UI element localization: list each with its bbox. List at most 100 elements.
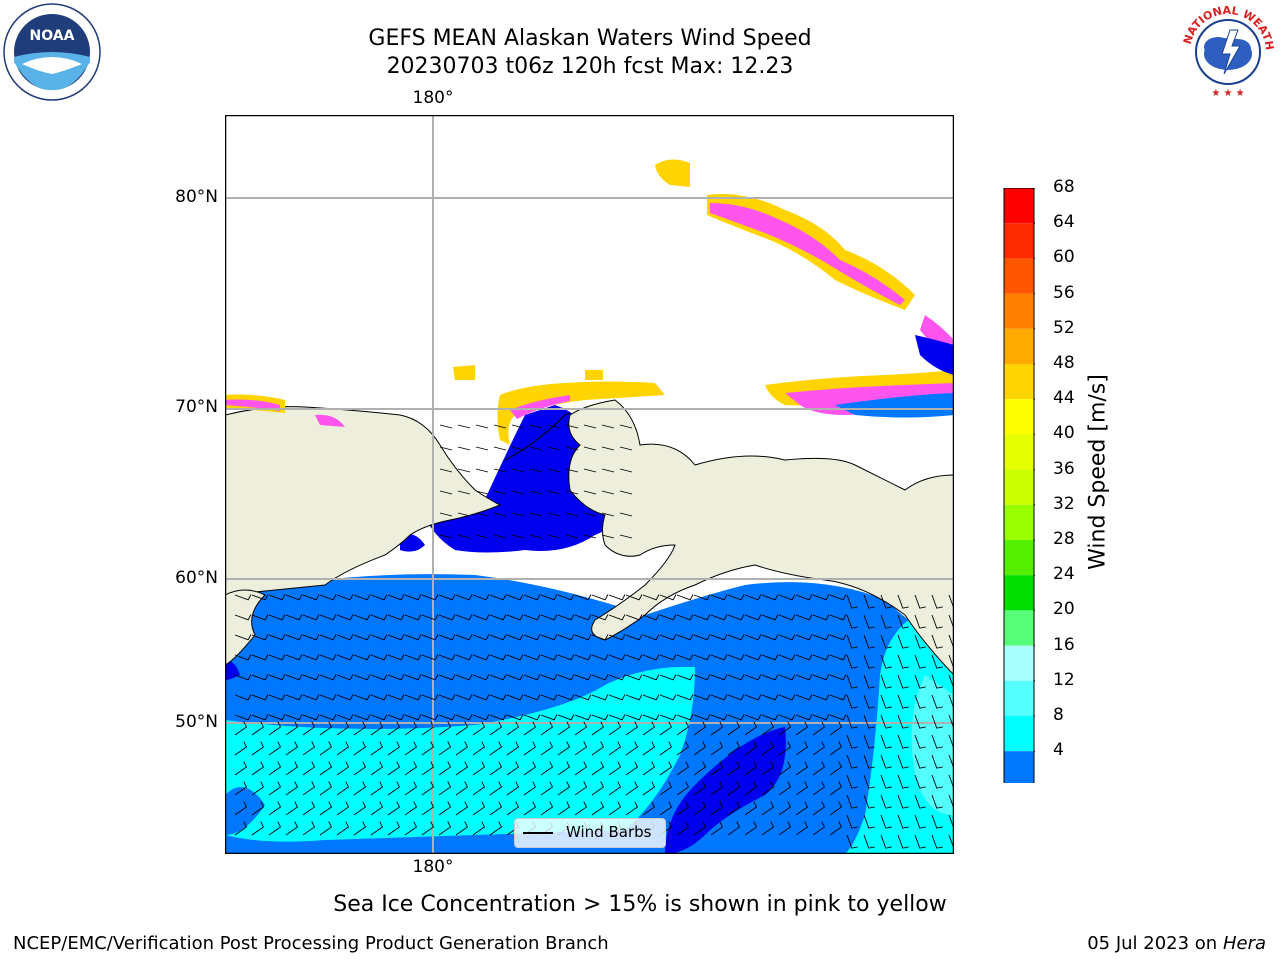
colorbar-segment <box>1004 645 1034 681</box>
wind-barb <box>336 761 350 776</box>
wind-barb <box>897 774 909 789</box>
wind-barb <box>472 654 490 661</box>
wind-barb <box>493 512 507 517</box>
wind-barb <box>659 721 673 736</box>
colorbar <box>1003 187 1039 816</box>
wind-barb <box>370 721 384 736</box>
wind-barb <box>642 714 660 721</box>
sea-ice-note: Sea Ice Concentration > 15% is shown in … <box>333 892 947 917</box>
wind-barb <box>846 674 858 689</box>
wind-barb <box>608 781 622 796</box>
wind-barb <box>710 594 728 601</box>
wind-barb <box>829 714 847 721</box>
wind-barb <box>523 654 541 661</box>
wind-barb <box>710 801 724 816</box>
wind-barb <box>676 714 694 721</box>
wind-barb <box>268 801 282 816</box>
wind-barb <box>234 634 252 641</box>
wind-barb <box>931 674 943 689</box>
lat-label-60: 60°N <box>175 568 218 588</box>
wind-barb <box>302 821 316 836</box>
lon-label-top: 180° <box>412 88 454 108</box>
wind-barb <box>693 821 707 836</box>
wind-barb <box>642 721 656 736</box>
wind-barb <box>268 694 286 701</box>
wind-barb <box>829 654 847 661</box>
wind-barb <box>829 594 847 601</box>
wind-barb <box>285 654 303 661</box>
wind-barb <box>727 721 741 736</box>
wind-barb <box>744 654 762 661</box>
wind-barb <box>744 801 758 816</box>
wind-barb <box>387 654 405 661</box>
wind-barb <box>812 714 830 721</box>
wind-barb <box>880 814 892 829</box>
wind-barb <box>795 694 813 701</box>
wind-barb <box>251 721 265 736</box>
wind-barb <box>557 741 571 756</box>
wind-barb <box>370 801 384 816</box>
wind-barb <box>455 654 473 661</box>
wind-barb <box>438 694 456 701</box>
wind-barb <box>863 794 875 809</box>
colorbar-tick-label: 64 <box>1053 212 1075 233</box>
svg-text:NOAA: NOAA <box>30 28 75 44</box>
wind-barb <box>625 801 639 816</box>
wind-barb <box>251 761 265 776</box>
wind-barb <box>370 614 388 621</box>
wind-barb <box>863 634 875 649</box>
wind-barb <box>744 674 762 681</box>
colorbar-tick-label: 12 <box>1053 669 1075 690</box>
wind-barb <box>727 714 745 721</box>
wind-barb <box>761 721 775 736</box>
wind-barb <box>353 761 367 776</box>
wind-barb <box>897 674 909 689</box>
wind-barb <box>931 654 943 669</box>
colorbar-segment <box>1004 504 1034 540</box>
wind-barb <box>285 821 299 836</box>
wind-barb <box>251 674 269 681</box>
wind-barb <box>642 634 660 641</box>
wind-barb <box>565 512 579 517</box>
wind-barb <box>336 781 350 796</box>
wind-barb <box>659 761 673 776</box>
wind-barb <box>404 634 422 641</box>
wind-barb <box>370 654 388 661</box>
wind-barb <box>761 654 779 661</box>
wind-barb <box>676 801 690 816</box>
wind-barb <box>547 490 561 495</box>
wind-barb <box>353 821 367 836</box>
wind-barb <box>727 801 741 816</box>
wind-barb <box>625 634 643 641</box>
wind-barb <box>506 654 524 661</box>
wind-barb <box>829 614 847 621</box>
wind-barb <box>439 512 453 517</box>
wind-barb <box>489 634 507 641</box>
wind-barb <box>489 801 503 816</box>
wind-barb <box>319 801 333 816</box>
wind-barb <box>761 741 775 756</box>
footer-credit: NCEP/EMC/Verification Post Processing Pr… <box>13 933 609 954</box>
wind-barb <box>489 594 507 601</box>
wind-barb <box>529 446 543 451</box>
wind-barb <box>897 814 909 829</box>
wind-barb <box>608 721 622 736</box>
wind-barb <box>387 714 405 721</box>
wind-barb <box>511 490 525 495</box>
wind-barb <box>489 614 507 621</box>
wind-barb <box>676 674 694 681</box>
wind-barb <box>897 794 909 809</box>
wind-barb <box>472 634 490 641</box>
colorbar-tick-label: 44 <box>1053 388 1075 409</box>
wind-barb <box>234 614 252 621</box>
wind-barb <box>557 761 571 776</box>
wind-barb <box>778 821 792 836</box>
wind-barb <box>557 594 575 601</box>
wind-barb <box>268 714 286 721</box>
wind-barb <box>795 781 809 796</box>
wind-barb <box>761 674 779 681</box>
wind-barb <box>234 714 252 721</box>
wind-barb <box>506 674 524 681</box>
wind-barb <box>475 468 489 473</box>
wind-barb <box>475 446 489 451</box>
